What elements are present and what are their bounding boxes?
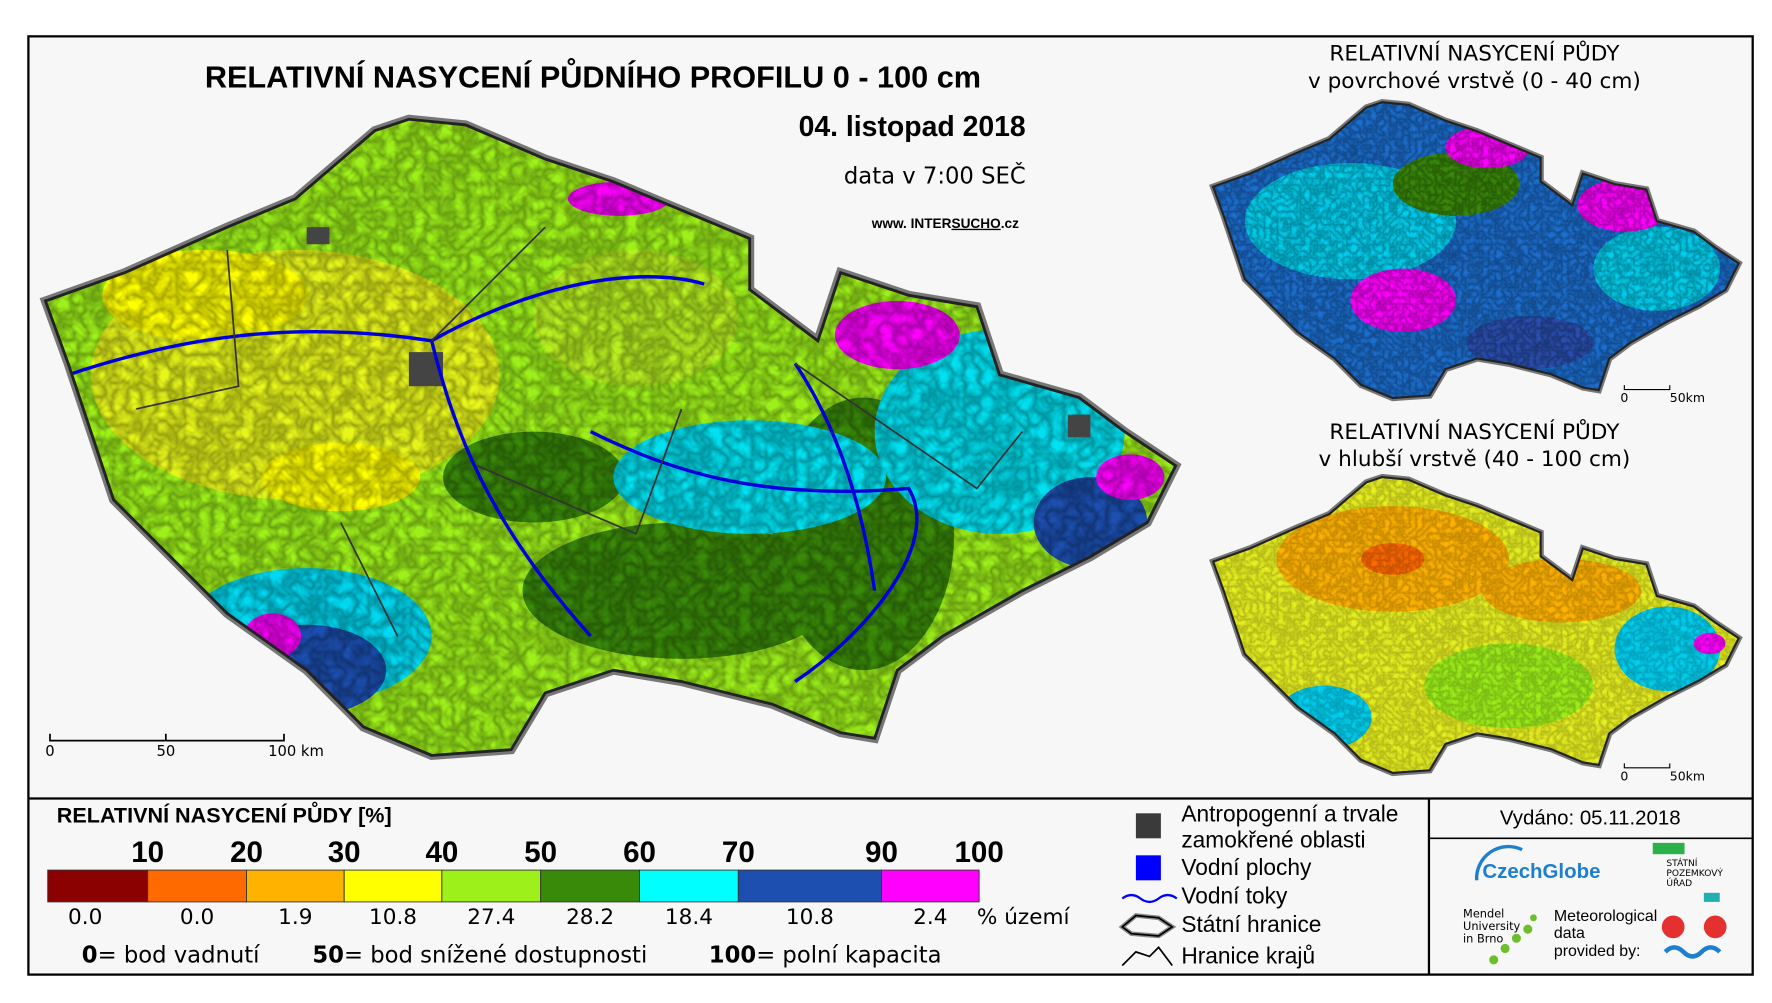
logo-mendel: Mendel: [1463, 906, 1504, 920]
legend-swatch: [343, 869, 443, 903]
symbol-rivers: [1121, 893, 1178, 904]
legend-threshold: 90: [865, 836, 898, 869]
layer-label: Antropogenní a trvale: [1181, 801, 1398, 827]
legend-share: 0.0: [180, 905, 214, 930]
legend-title: RELATIVNÍ NASYCENÍ PŮDY [%]: [57, 799, 392, 827]
website-suffix: .cz: [1001, 215, 1019, 230]
logo-mendel-dots: [1489, 914, 1537, 965]
legend-threshold: 100: [955, 836, 1004, 869]
inset-title: RELATIVNÍ NASYCENÍ PŮDY: [1329, 40, 1620, 67]
scale-label: 0: [45, 743, 54, 760]
layer-label: zamokřené oblasti: [1181, 827, 1365, 853]
note-key: 50: [312, 942, 344, 968]
legend-unit: % území: [977, 905, 1071, 930]
scale-label: 50km: [1670, 390, 1705, 405]
legend-swatch: [737, 869, 882, 903]
scale-bar: [1623, 763, 1671, 769]
logos: CzechGlobe STÁTNÍ POZEMKOVÝ ÚŘAD Mendel …: [1463, 842, 1727, 965]
logo-mendel: University: [1463, 919, 1521, 933]
website-prefix: www. INTER: [871, 215, 952, 230]
date: 04. listopad 2018: [799, 111, 1026, 143]
legend-note: 100= polní kapacita: [709, 942, 942, 968]
legend-threshold: 60: [623, 836, 656, 869]
scale-bar: [49, 733, 285, 742]
legend-share: 2.4: [913, 905, 947, 930]
legend-note: 0= bod vadnutí: [82, 942, 260, 968]
note-key: 0: [82, 942, 98, 968]
legend: RELATIVNÍ NASYCENÍ PŮDY [%] % území 0.0 0…: [47, 799, 1071, 968]
legend-threshold: 40: [425, 836, 458, 869]
logo-spu-mark: [1652, 842, 1685, 855]
legend-note: 50= bod snížené dostupnosti: [312, 942, 647, 968]
legend-swatch: [639, 869, 739, 903]
symbol-state-border-line: [1120, 914, 1174, 937]
website: www. INTERSUCHO.cz: [871, 215, 1019, 230]
logo-spu: POZEMKOVÝ: [1666, 867, 1723, 879]
scale-label: 50: [156, 743, 175, 760]
scale-bar: [1623, 385, 1671, 391]
logo-meteo: data: [1554, 925, 1585, 942]
legend-share: 28.2: [566, 905, 614, 930]
legend-threshold: 20: [230, 836, 263, 869]
legend-threshold: 50: [524, 836, 557, 869]
legend-threshold: 30: [328, 836, 361, 869]
logo-arc: [1474, 844, 1523, 881]
logo-chmi: [1661, 915, 1685, 939]
symbol-water-bodies: [1135, 855, 1161, 881]
legend-share: 1.9: [278, 905, 312, 930]
logo-chmi-wave: [1663, 945, 1722, 959]
layer-legend: Antropogenní a trvale zamokřené oblasti …: [1118, 801, 1398, 969]
legend-swatch: [441, 869, 542, 903]
legend-swatch: [246, 869, 345, 903]
note-key: 100: [709, 942, 756, 968]
note-text: = bod vadnutí: [98, 942, 261, 968]
legend-threshold: 70: [722, 836, 755, 869]
legend-share: 10.8: [369, 905, 417, 930]
issued-date: Vydáno: 05.11.2018: [1500, 806, 1681, 829]
layer-label: Státní hranice: [1181, 911, 1321, 937]
inset-title: RELATIVNÍ NASYCENÍ PŮDY: [1329, 418, 1620, 445]
layer-label: Vodní toky: [1181, 882, 1288, 908]
legend-share: 10.8: [786, 905, 834, 930]
symbol-region-border: [1121, 946, 1173, 967]
logo-meteo: provided by:: [1554, 943, 1641, 960]
scale-label: 0: [1620, 768, 1628, 783]
logo-spu-mark: [1703, 892, 1720, 902]
note-text: = polní kapacita: [756, 942, 941, 968]
data-time: data v 7:00 SEČ: [844, 162, 1026, 190]
logo-mendel: in Brno: [1463, 931, 1503, 945]
website-highlight: SUCHO: [951, 215, 1001, 230]
legend-share: 27.4: [467, 905, 515, 930]
layer-label: Vodní plochy: [1181, 854, 1312, 880]
logo-spu: ÚŘAD: [1666, 877, 1692, 889]
legend-threshold: 10: [131, 836, 164, 869]
inset-subtitle: v povrchové vrstvě (0 - 40 cm): [1308, 69, 1641, 94]
legend-share: 0.0: [68, 905, 102, 930]
logo-chmi: [1703, 915, 1727, 939]
layer-label: Hranice krajů: [1181, 943, 1315, 969]
inset-subtitle: v hlubší vrstvě (40 - 100 cm): [1319, 447, 1631, 472]
scale-label: 100 km: [268, 743, 324, 760]
logo-meteo: Meteorological: [1554, 908, 1657, 925]
scale-label: 50km: [1670, 768, 1705, 783]
scale-label: 0: [1620, 390, 1628, 405]
title: RELATIVNÍ NASYCENÍ PŮDNÍHO PROFILU 0 - 1…: [205, 57, 981, 95]
symbol-anthropogenic: [1135, 813, 1161, 839]
legend-swatch: [881, 869, 980, 903]
legend-swatch: [147, 869, 247, 903]
legend-share: 18.4: [665, 905, 713, 930]
legend-swatch: [47, 869, 149, 903]
legend-swatch: [540, 869, 640, 903]
logo-czechglobe: CzechGlobe: [1482, 860, 1600, 883]
note-text: = bod snížené dostupnosti: [344, 942, 647, 968]
logo-spu: STÁTNÍ: [1666, 857, 1697, 869]
